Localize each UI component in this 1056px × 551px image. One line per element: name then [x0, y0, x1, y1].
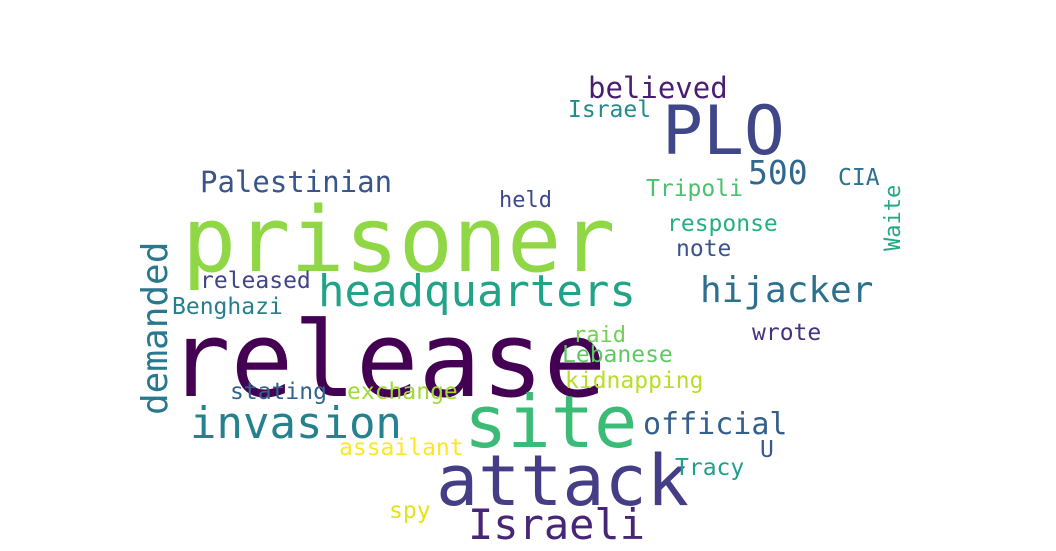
word-plo: PLO	[662, 92, 785, 171]
word-attack: attack	[436, 440, 689, 522]
word-u: U	[760, 437, 774, 463]
word-demanded: demanded	[135, 241, 176, 415]
word-israeli: Israeli	[468, 500, 646, 549]
word-response: response	[667, 211, 778, 237]
word-tripoli: Tripoli	[646, 176, 743, 202]
word-spy: spy	[389, 498, 431, 524]
word-believed: believed	[588, 71, 728, 105]
word-prisoner: prisoner	[182, 188, 616, 293]
word-kidnapping: kidnapping	[565, 368, 704, 394]
word-note: note	[676, 236, 732, 262]
word-stating: stating	[230, 379, 327, 405]
word-hijacker: hijacker	[700, 270, 874, 311]
word-exchange: exchange	[347, 379, 458, 405]
word-500: 500	[748, 153, 808, 192]
word-site: site	[464, 380, 638, 464]
word-lebanese: Lebanese	[562, 342, 673, 368]
word-israel: Israel	[568, 97, 652, 123]
word-cia: CIA	[838, 165, 880, 191]
word-official: official	[643, 407, 788, 442]
word-held: held	[499, 188, 552, 213]
word-released: released	[200, 268, 311, 294]
word-release: release	[168, 299, 607, 421]
word-benghazi: Benghazi	[172, 294, 283, 320]
word-waite: Waite	[881, 184, 906, 251]
word-tracy: Tracy	[675, 455, 745, 481]
word-palestinian: Palestinian	[200, 165, 393, 199]
word-headquarters: headquarters	[318, 266, 636, 317]
word-invasion: invasion	[190, 398, 402, 449]
word-wrote: wrote	[752, 320, 822, 346]
word-raid: raid	[573, 323, 626, 348]
word-assailant: assailant	[339, 435, 464, 461]
